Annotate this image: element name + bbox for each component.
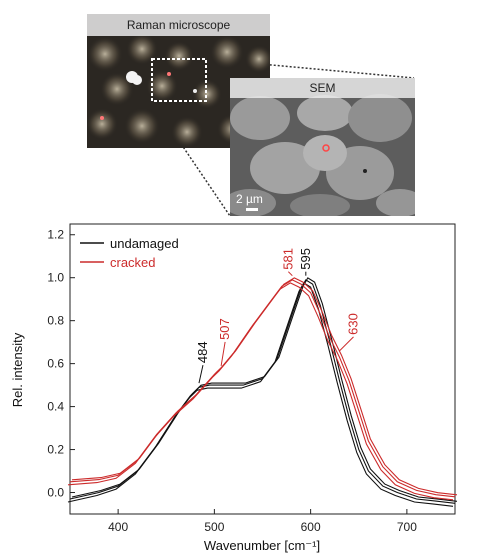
zoom-region-box (151, 58, 207, 102)
sem-image: SEM 2 µm (230, 78, 415, 216)
y-axis-label: Rel. intensity (10, 332, 25, 407)
y-tick-label: 0.8 (47, 314, 64, 328)
raman-spectrum-chart: 0.0 0.2 0.4 0.6 0.8 1.0 1.2 400 500 600 700 484 50… (10, 223, 458, 553)
x-axis: 400 500 600 700 (108, 509, 417, 534)
raman-microscope-image: Raman microscope (87, 14, 270, 148)
peak-label-484: 484 (195, 341, 210, 363)
y-axis: 0.0 0.2 0.4 0.6 0.8 1.0 1.2 (47, 228, 75, 500)
plot-frame (69, 223, 456, 515)
series-line-cracked (67, 282, 454, 501)
series-line-undamaged (67, 282, 454, 507)
legend-label-undamaged: undamaged (110, 236, 179, 251)
annotation-leader (339, 336, 354, 352)
x-axis-label: Wavenumber [cm⁻¹] (204, 538, 320, 553)
peak-label-595: 595 (298, 248, 313, 270)
x-tick-label: 600 (301, 520, 321, 534)
peak-label-507: 507 (217, 318, 232, 340)
scalebar-label: 2 µm (236, 192, 263, 206)
legend: undamaged cracked (80, 236, 179, 270)
sem-label: SEM (230, 78, 415, 98)
annotation-leader (198, 365, 204, 384)
legend-label-cracked: cracked (110, 255, 156, 270)
annotation-leader (220, 341, 226, 367)
x-tick-label: 500 (204, 520, 224, 534)
scalebar (246, 208, 258, 211)
peak-label-581: 581 (280, 248, 295, 270)
peak-annotations: 484 507 581 595 630 (195, 248, 361, 384)
x-tick-label: 700 (397, 520, 417, 534)
y-tick-label: 0.4 (47, 400, 64, 414)
annotation-leader (287, 271, 293, 277)
x-tick-label: 400 (108, 520, 128, 534)
series-group (67, 277, 458, 507)
peak-label-630: 630 (346, 313, 361, 335)
y-tick-label: 0.6 (47, 357, 64, 371)
sem-texture (230, 78, 415, 216)
y-tick-label: 1.0 (47, 271, 64, 285)
y-tick-label: 0.0 (47, 486, 64, 500)
y-tick-label: 0.2 (47, 443, 64, 457)
y-tick-label: 1.2 (47, 228, 64, 242)
series-line-undamaged (71, 277, 458, 502)
raman-label: Raman microscope (87, 14, 270, 36)
